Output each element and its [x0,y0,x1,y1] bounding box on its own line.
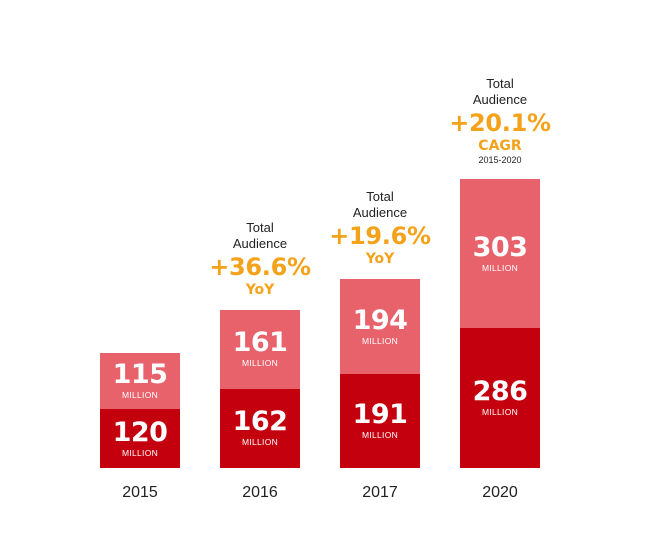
annotation-kind-2016: YoY [245,281,275,298]
annotation-title-2020: Total Audience [472,76,528,108]
bar-segment-bottom-2017-value: 191 [352,399,408,431]
bar-2017: 194 MILLION 191 MILLION [340,279,420,468]
bar-segment-top-2015-value: 115 [112,359,168,391]
annotation-kind-2020: CAGR [478,138,522,155]
annotation-title-2016: Total Audience [232,219,288,251]
x-tick-label-2020: 2020 [482,484,518,501]
annotation-value-2020: +20.1% [449,109,551,138]
x-tick-label-2015: 2015 [122,484,158,501]
bar-segment-bottom-2020-unit: MILLION [481,406,519,417]
bar-2016: 161 MILLION 162 MILLION [220,309,300,468]
bar-segment-bottom-2016: 162 MILLION [220,388,300,468]
bar-segment-bottom-2017: 191 MILLION [340,374,420,468]
x-tick-label-2017: 2017 [362,484,398,501]
x-tick-label-2016: 2016 [242,484,278,501]
annotation-2017: Total Audience +19.6% YoY [300,189,460,267]
bar-segment-bottom-2020-value: 286 [472,375,528,407]
bar-segment-top-2015: 115 MILLION [100,352,180,410]
bar-2020: 303 MILLION 286 MILLION [460,179,540,468]
annotation-range-2020: 2015-2020 [478,155,522,166]
bar-segment-bottom-2020: 286 MILLION [460,327,540,468]
bar-segment-bottom-2015: 120 MILLION [100,409,180,468]
annotation-2020: Total Audience +20.1% CAGR 2015-2020 [420,76,580,167]
bar-segment-top-2017-unit: MILLION [361,335,399,346]
bar-segment-top-2016-value: 161 [232,327,288,359]
annotation-kind-2017: YoY [365,251,395,268]
bar-segment-top-2016-unit: MILLION [241,358,279,369]
bar-segment-bottom-2016-unit: MILLION [241,437,279,448]
bar-segment-top-2016: 161 MILLION [220,309,300,389]
bar-segment-top-2017: 194 MILLION [340,279,420,375]
bar-segment-bottom-2015-value: 120 [112,416,168,448]
bar-2015: 115 MILLION 120 MILLION [100,352,180,468]
bar-segment-top-2020-unit: MILLION [481,262,519,273]
annotation-title-2017: Total Audience [352,189,408,221]
bar-segment-top-2020: 303 MILLION [460,179,540,328]
bar-segment-bottom-2015-unit: MILLION [121,447,159,458]
bar-segment-bottom-2017-unit: MILLION [361,430,399,441]
bar-segment-bottom-2016-value: 162 [232,406,288,438]
annotation-2016: Total Audience +36.6% YoY [180,220,340,298]
annotation-value-2016: +36.6% [209,252,311,281]
bar-segment-top-2020-value: 303 [472,231,528,263]
annotation-value-2017: +19.6% [329,222,431,251]
bar-segment-top-2015-unit: MILLION [121,390,159,401]
bar-segment-top-2017-value: 194 [352,304,408,336]
